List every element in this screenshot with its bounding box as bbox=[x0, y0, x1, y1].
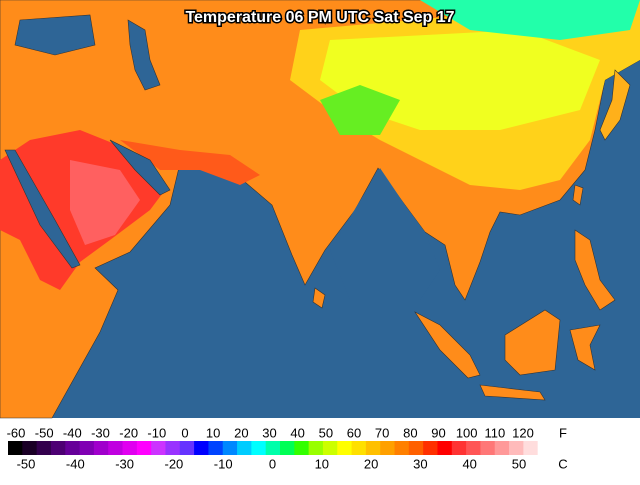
fahrenheit-label: 120 bbox=[512, 425, 534, 440]
color-swatch bbox=[437, 441, 453, 455]
color-swatch bbox=[136, 441, 152, 455]
celsius-label: 10 bbox=[315, 456, 329, 471]
color-swatch bbox=[208, 441, 224, 455]
celsius-label: -40 bbox=[66, 456, 85, 471]
color-swatch bbox=[494, 441, 510, 455]
celsius-unit: C bbox=[558, 456, 567, 471]
color-swatch bbox=[237, 441, 252, 455]
color-swatch bbox=[351, 441, 367, 455]
sumatra bbox=[414, 311, 481, 379]
sri-lanka bbox=[312, 287, 326, 309]
color-swatch bbox=[408, 441, 424, 455]
color-swatch bbox=[280, 441, 295, 455]
color-swatch bbox=[480, 441, 496, 455]
color-swatch bbox=[509, 441, 524, 455]
color-swatch bbox=[308, 441, 324, 455]
color-swatch bbox=[423, 441, 438, 455]
fahrenheit-label: 70 bbox=[375, 425, 389, 440]
fahrenheit-unit: F bbox=[559, 425, 567, 440]
fahrenheit-label: 0 bbox=[181, 425, 188, 440]
bay-of-bengal bbox=[330, 168, 440, 300]
java bbox=[479, 384, 546, 401]
celsius-label: 50 bbox=[512, 456, 526, 471]
fahrenheit-label: -60 bbox=[7, 425, 26, 440]
borneo bbox=[504, 309, 561, 376]
color-swatch bbox=[122, 441, 138, 455]
celsius-label: 0 bbox=[269, 456, 276, 471]
fahrenheit-label: -40 bbox=[63, 425, 82, 440]
fahrenheit-label: 30 bbox=[262, 425, 276, 440]
cold-zone-cyan bbox=[420, 0, 640, 40]
color-swatch bbox=[394, 441, 410, 455]
fahrenheit-label: -20 bbox=[119, 425, 138, 440]
celsius-label: -50 bbox=[17, 456, 36, 471]
fahrenheit-label: 80 bbox=[403, 425, 417, 440]
color-swatch bbox=[179, 441, 195, 455]
color-swatch bbox=[251, 441, 267, 455]
color-swatch bbox=[294, 441, 310, 455]
persian-gulf bbox=[109, 139, 171, 196]
fahrenheit-label: -30 bbox=[91, 425, 110, 440]
color-swatch bbox=[50, 441, 66, 455]
fahrenheit-label: 60 bbox=[347, 425, 361, 440]
fahrenheit-label: 90 bbox=[431, 425, 445, 440]
fahrenheit-label: 100 bbox=[456, 425, 478, 440]
celsius-label: -30 bbox=[115, 456, 134, 471]
sulawesi bbox=[569, 324, 601, 371]
celsius-label: -10 bbox=[214, 456, 233, 471]
color-swatch bbox=[451, 441, 467, 455]
celsius-label: 40 bbox=[462, 456, 476, 471]
color-swatch bbox=[222, 441, 238, 455]
celsius-label: -20 bbox=[165, 456, 184, 471]
color-swatch bbox=[65, 441, 81, 455]
color-swatch bbox=[380, 441, 396, 455]
celsius-label: 30 bbox=[413, 456, 427, 471]
japan bbox=[599, 69, 631, 141]
hot-zone bbox=[70, 160, 140, 245]
black-sea bbox=[14, 14, 96, 56]
fahrenheit-label: -10 bbox=[147, 425, 166, 440]
color-swatch bbox=[537, 441, 553, 455]
color-swatch bbox=[265, 441, 281, 455]
color-swatch bbox=[194, 441, 209, 455]
color-swatch bbox=[22, 441, 38, 455]
map-title: Temperature 06 PM UTC Sat Sep 17 bbox=[185, 9, 454, 26]
red-sea bbox=[4, 149, 81, 269]
color-swatch bbox=[151, 441, 166, 455]
taiwan bbox=[572, 184, 584, 206]
color-swatch bbox=[365, 441, 381, 455]
color-swatch bbox=[93, 441, 109, 455]
color-swatch bbox=[8, 441, 23, 455]
color-swatch bbox=[79, 441, 95, 455]
warm-zone-iran bbox=[120, 140, 260, 185]
color-swatch bbox=[322, 441, 338, 455]
legend: -60 -50 -40 -30 -20 -10 0 10 20 30 40 50 60 70 80 90 100… bbox=[7, 425, 568, 471]
color-swatch bbox=[108, 441, 124, 455]
fahrenheit-label: 110 bbox=[484, 425, 505, 440]
color-swatch bbox=[523, 441, 539, 455]
caspian-sea bbox=[127, 19, 161, 91]
color-swatch bbox=[165, 441, 181, 455]
color-swatch bbox=[337, 441, 353, 455]
map bbox=[0, 0, 640, 419]
color-swatch bbox=[466, 441, 481, 455]
cool-zone-green bbox=[320, 85, 400, 135]
fahrenheit-label: 40 bbox=[290, 425, 304, 440]
fahrenheit-label: 10 bbox=[206, 425, 220, 440]
celsius-label: 20 bbox=[364, 456, 378, 471]
color-swatch bbox=[36, 441, 52, 455]
fahrenheit-label: -50 bbox=[35, 425, 54, 440]
fahrenheit-label: 20 bbox=[234, 425, 248, 440]
philippines bbox=[574, 229, 616, 311]
fahrenheit-label: 50 bbox=[319, 425, 333, 440]
